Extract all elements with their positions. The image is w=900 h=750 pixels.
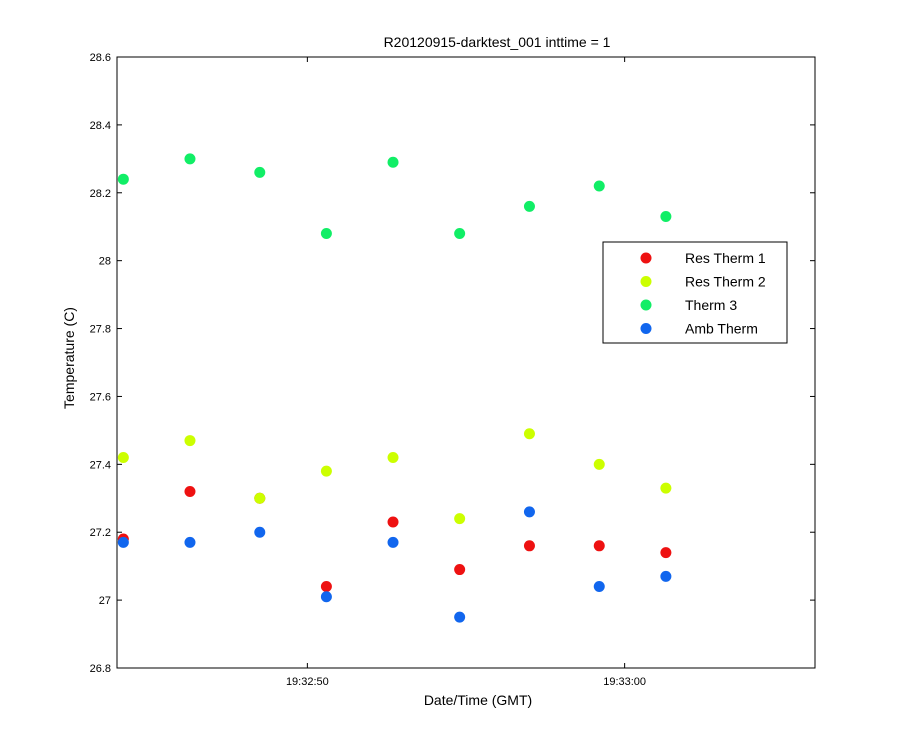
point-therm-3 (254, 166, 266, 178)
point-amb-therm (660, 570, 672, 582)
point-therm-3 (593, 180, 605, 192)
y-tick-label: 28.6 (90, 52, 111, 64)
x-axis: 19:32:50 19:33:00 (286, 57, 646, 688)
legend: Res Therm 1 Res Therm 2 Therm 3 Amb Therm (602, 241, 788, 344)
legend-marker (640, 323, 652, 334)
point-amb-therm (184, 536, 196, 548)
y-axis: 26.8 27 27.2 27.4 27.6 27.8 28 28.2 28.4 28.6 (90, 52, 815, 675)
y-tick-label: 27.2 (90, 527, 111, 539)
legend-marker (640, 252, 652, 264)
y-tick-label: 28 (99, 256, 111, 268)
point-amb-therm (117, 536, 129, 548)
point-res-therm-1 (660, 547, 672, 559)
point-therm-3 (523, 200, 535, 212)
point-amb-therm (454, 611, 466, 623)
y-axis-label: Temperature (C) (61, 307, 77, 409)
y-tick-label: 28.2 (90, 188, 111, 200)
legend-label: Res Therm 2 (685, 274, 766, 290)
point-res-therm-2 (320, 465, 332, 477)
legend-box (602, 241, 788, 344)
point-res-therm-2 (254, 492, 266, 504)
point-res-therm-1 (320, 581, 332, 593)
x-tick-label: 19:33:00 (603, 676, 646, 688)
point-res-therm-2 (593, 458, 605, 470)
legend-label: Res Therm 1 (685, 250, 766, 266)
plot-area (116, 56, 816, 669)
point-therm-3 (660, 211, 672, 223)
point-amb-therm (320, 591, 332, 603)
point-res-therm-1 (523, 540, 535, 552)
point-therm-3 (320, 228, 332, 240)
point-amb-therm (387, 536, 399, 548)
point-amb-therm (523, 506, 535, 518)
x-axis-label: Date/Time (GMT) (424, 692, 532, 708)
legend-label: Amb Therm (685, 321, 758, 337)
point-res-therm-1 (593, 540, 605, 552)
point-res-therm-1 (387, 516, 399, 528)
point-res-therm-2 (387, 452, 399, 464)
point-res-therm-1 (184, 485, 196, 497)
data-points (117, 153, 672, 623)
point-therm-3 (387, 156, 399, 168)
legend-marker (640, 299, 652, 311)
point-res-therm-1 (454, 564, 466, 576)
point-therm-3 (184, 153, 196, 165)
point-amb-therm (593, 581, 605, 593)
point-amb-therm (254, 526, 266, 538)
point-therm-3 (454, 228, 466, 240)
point-res-therm-2 (184, 435, 196, 447)
point-therm-3 (117, 173, 129, 185)
y-tick-label: 27 (99, 595, 111, 607)
point-res-therm-2 (117, 452, 129, 464)
y-tick-label: 27.4 (90, 459, 111, 471)
chart-title: R20120915-darktest_001 inttime = 1 (384, 34, 611, 50)
y-tick-label: 27.8 (90, 324, 111, 336)
legend-marker (640, 276, 652, 287)
point-res-therm-2 (523, 428, 535, 440)
y-tick-label: 27.6 (90, 391, 111, 403)
x-tick-label: 19:32:50 (286, 676, 329, 688)
y-tick-label: 28.4 (90, 120, 111, 132)
legend-label: Therm 3 (685, 297, 737, 313)
point-res-therm-2 (454, 513, 466, 525)
y-tick-label: 26.8 (90, 663, 111, 675)
point-res-therm-2 (660, 482, 672, 494)
